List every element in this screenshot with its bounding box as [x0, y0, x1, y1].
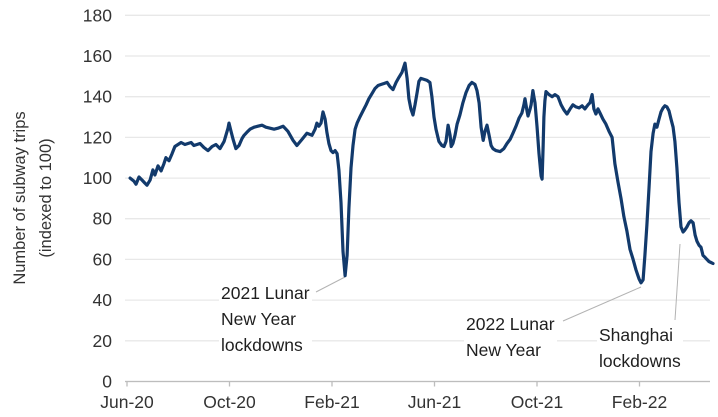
annotation-line: 2022 Lunar — [466, 314, 555, 334]
annotation-leader-line — [674, 243, 681, 321]
annotation-2021-lunar-new-year-lockdowns: 2021 Lunar New Year lockdowns — [219, 280, 312, 358]
x-tick-label: Jun-21 — [408, 392, 462, 412]
annotation-line: 2021 Lunar — [221, 283, 310, 303]
annotation-line: lockdowns — [221, 335, 303, 355]
x-tick-label: Feb-22 — [612, 392, 667, 412]
trend-line — [128, 61, 715, 285]
x-tick-label: Jun-20 — [100, 392, 154, 412]
y-tick-label: 80 — [93, 209, 113, 229]
annotation-leader-line — [562, 286, 642, 322]
y-tick-label: 180 — [83, 5, 112, 25]
y-tick-label: 160 — [83, 46, 112, 66]
annotation-line: lockdowns — [599, 351, 681, 371]
annotation-leader-line — [315, 276, 346, 293]
y-tick-label: 120 — [83, 127, 112, 147]
y-tick-label: 0 — [102, 372, 112, 392]
x-tick-label: Oct-21 — [511, 392, 564, 412]
y-tick-label: 40 — [93, 290, 113, 310]
annotation-line: New Year — [221, 309, 296, 329]
y-tick-label: 100 — [83, 168, 112, 188]
x-tick-label: Oct-20 — [203, 392, 256, 412]
y-tick-label: 140 — [83, 87, 112, 107]
annotation-line: Shanghai — [599, 325, 673, 345]
y-tick-label: 20 — [93, 331, 113, 351]
annotation-2022-lunar-new-year: 2022 Lunar New Year — [464, 311, 557, 363]
annotation-shanghai-lockdowns: Shanghai lockdowns — [597, 322, 683, 374]
y-tick-label: 60 — [93, 249, 113, 269]
x-tick-label: Feb-21 — [304, 392, 359, 412]
annotation-line: New Year — [466, 340, 541, 360]
